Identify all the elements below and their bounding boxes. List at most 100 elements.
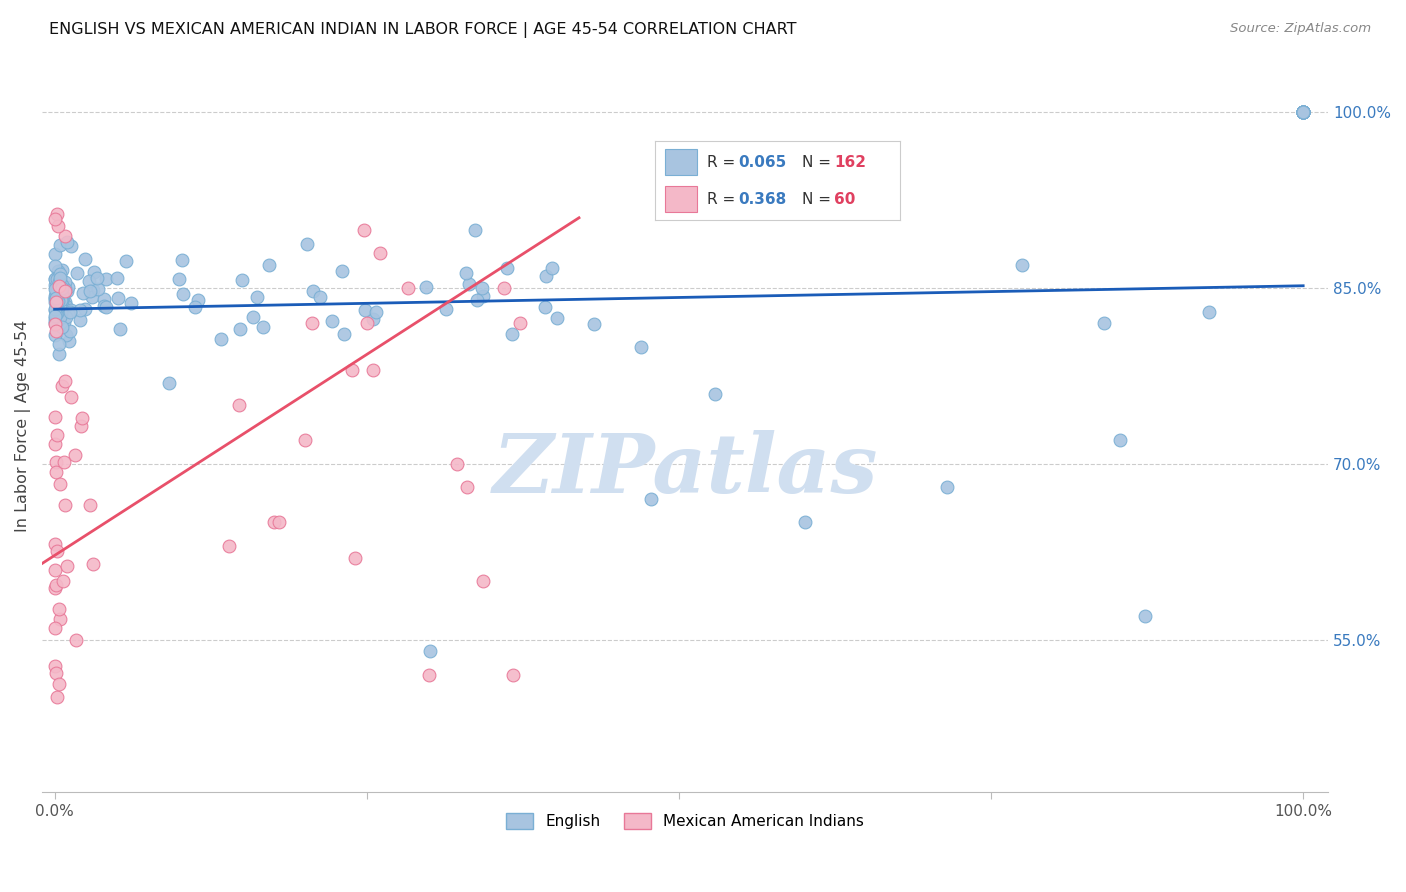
Point [69, 303, 91, 318]
Point [48, 300, 70, 314]
Point [69, 313, 91, 327]
Point [704, 386, 727, 401]
Point [53, 229, 76, 244]
Point [263, 516, 285, 530]
Point [419, 644, 441, 658]
Point [471, 281, 494, 295]
Point [44, 621, 66, 635]
Point [45, 455, 67, 469]
Text: 162: 162 [834, 155, 866, 170]
Point [45, 465, 67, 479]
Point [45, 292, 67, 306]
Point [269, 516, 291, 530]
Point [48, 612, 70, 626]
Point [107, 291, 129, 305]
Point [115, 253, 138, 268]
Point [72, 411, 94, 425]
Point [1092, 316, 1115, 330]
Point [51, 278, 73, 293]
Point [82, 557, 104, 571]
Point [45, 578, 67, 592]
Point [354, 302, 377, 317]
Point [44, 291, 66, 305]
Legend: English, Mexican American Indians: English, Mexican American Indians [501, 807, 870, 836]
Point [44, 282, 66, 296]
Point [105, 270, 128, 285]
Point [231, 273, 253, 287]
Point [77, 274, 100, 288]
Point [44, 247, 66, 261]
Point [1292, 105, 1315, 120]
Point [218, 539, 240, 553]
Point [302, 284, 325, 298]
Point [370, 246, 392, 260]
Point [418, 667, 440, 681]
Point [49, 238, 72, 252]
Point [471, 574, 494, 588]
Point [793, 516, 815, 530]
Point [93, 299, 115, 313]
Point [45, 287, 67, 301]
Point [49, 277, 72, 291]
Text: R =: R = [707, 193, 740, 207]
Point [321, 314, 343, 328]
Point [1292, 105, 1315, 120]
Text: N =: N = [803, 193, 837, 207]
Point [55, 558, 77, 573]
Point [415, 280, 437, 294]
Point [46, 318, 69, 332]
Point [49, 278, 72, 293]
Point [1109, 434, 1132, 448]
Point [65, 448, 87, 462]
Point [51, 299, 73, 313]
Point [79, 285, 101, 299]
Point [46, 219, 69, 233]
Point [242, 310, 264, 325]
Point [55, 299, 77, 313]
Point [45, 277, 67, 291]
Point [52, 289, 75, 303]
Point [245, 290, 267, 304]
Point [48, 310, 70, 324]
Point [301, 316, 323, 330]
Point [456, 266, 478, 280]
Point [252, 320, 274, 334]
Point [1292, 105, 1315, 120]
Point [45, 665, 67, 680]
Point [45, 318, 67, 333]
Point [66, 267, 89, 281]
Point [79, 498, 101, 512]
FancyBboxPatch shape [665, 186, 697, 212]
Point [59, 390, 82, 404]
Text: 0.065: 0.065 [738, 155, 787, 170]
Point [187, 293, 209, 307]
Point [640, 491, 662, 506]
Text: 60: 60 [834, 193, 855, 207]
Point [93, 293, 115, 307]
Point [48, 278, 70, 293]
Point [1292, 105, 1315, 120]
Point [157, 376, 180, 390]
Point [1292, 105, 1315, 120]
Point [49, 271, 72, 285]
Point [108, 322, 131, 336]
Point [58, 334, 80, 349]
Point [56, 235, 79, 250]
Point [49, 306, 72, 320]
Point [49, 293, 72, 308]
Point [53, 282, 76, 296]
Point [55, 310, 77, 324]
Point [44, 211, 66, 226]
Point [1292, 105, 1315, 120]
Point [1292, 105, 1315, 120]
Y-axis label: In Labor Force | Age 45-54: In Labor Force | Age 45-54 [15, 319, 31, 532]
Point [52, 574, 75, 589]
Point [744, 187, 766, 202]
Point [44, 328, 66, 343]
Point [472, 289, 495, 303]
Point [396, 281, 419, 295]
Point [55, 327, 77, 342]
Point [58, 279, 80, 293]
Point [48, 602, 70, 616]
Point [46, 264, 69, 278]
